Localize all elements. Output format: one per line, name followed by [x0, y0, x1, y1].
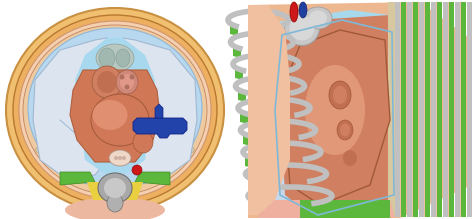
- Polygon shape: [87, 182, 143, 200]
- Ellipse shape: [92, 100, 128, 130]
- Polygon shape: [395, 2, 401, 217]
- Ellipse shape: [98, 173, 132, 203]
- Polygon shape: [413, 2, 419, 217]
- Ellipse shape: [299, 2, 307, 18]
- Ellipse shape: [167, 126, 175, 132]
- Polygon shape: [235, 68, 243, 80]
- Ellipse shape: [304, 7, 332, 29]
- Ellipse shape: [6, 8, 224, 212]
- Ellipse shape: [96, 44, 134, 72]
- Ellipse shape: [23, 25, 207, 195]
- Ellipse shape: [120, 74, 134, 90]
- Polygon shape: [407, 2, 412, 217]
- Polygon shape: [123, 38, 197, 178]
- Ellipse shape: [337, 120, 353, 140]
- Ellipse shape: [114, 156, 118, 160]
- Ellipse shape: [141, 112, 149, 118]
- Ellipse shape: [19, 21, 211, 199]
- Ellipse shape: [36, 147, 44, 153]
- Polygon shape: [243, 134, 251, 146]
- Polygon shape: [155, 104, 163, 118]
- Polygon shape: [135, 172, 170, 185]
- Ellipse shape: [81, 112, 89, 118]
- Polygon shape: [258, 10, 390, 215]
- Ellipse shape: [55, 126, 63, 132]
- Polygon shape: [245, 156, 253, 168]
- Polygon shape: [75, 38, 155, 175]
- Polygon shape: [133, 118, 187, 138]
- Polygon shape: [265, 18, 388, 212]
- Polygon shape: [449, 2, 455, 217]
- Polygon shape: [443, 2, 448, 217]
- Ellipse shape: [116, 70, 138, 94]
- Ellipse shape: [104, 178, 126, 198]
- Polygon shape: [388, 2, 395, 218]
- Ellipse shape: [132, 165, 142, 175]
- Ellipse shape: [329, 81, 351, 109]
- Polygon shape: [285, 30, 390, 205]
- Ellipse shape: [333, 86, 347, 104]
- Ellipse shape: [284, 11, 319, 46]
- Ellipse shape: [129, 74, 135, 79]
- Polygon shape: [425, 2, 430, 217]
- Polygon shape: [300, 200, 390, 218]
- Polygon shape: [60, 172, 95, 185]
- Polygon shape: [280, 15, 392, 215]
- Ellipse shape: [186, 147, 194, 153]
- Ellipse shape: [343, 150, 357, 166]
- Ellipse shape: [133, 131, 153, 153]
- Ellipse shape: [340, 124, 350, 136]
- Polygon shape: [248, 5, 290, 215]
- Polygon shape: [419, 2, 425, 217]
- Ellipse shape: [305, 65, 365, 155]
- Polygon shape: [437, 2, 443, 217]
- Polygon shape: [33, 38, 107, 178]
- Polygon shape: [461, 2, 466, 217]
- Polygon shape: [240, 112, 248, 124]
- Ellipse shape: [109, 150, 131, 166]
- Polygon shape: [258, 200, 395, 218]
- Ellipse shape: [122, 156, 126, 160]
- Polygon shape: [238, 90, 246, 102]
- Polygon shape: [233, 46, 241, 58]
- Ellipse shape: [91, 94, 149, 146]
- Ellipse shape: [99, 48, 115, 68]
- Ellipse shape: [118, 156, 122, 160]
- Ellipse shape: [309, 11, 327, 25]
- Ellipse shape: [13, 15, 217, 205]
- Polygon shape: [455, 2, 461, 217]
- Ellipse shape: [125, 85, 129, 90]
- Polygon shape: [467, 2, 473, 217]
- Polygon shape: [401, 2, 407, 217]
- Ellipse shape: [28, 28, 202, 188]
- Ellipse shape: [111, 107, 119, 113]
- Polygon shape: [412, 2, 413, 217]
- Polygon shape: [448, 2, 449, 217]
- Ellipse shape: [65, 198, 165, 219]
- Polygon shape: [230, 24, 238, 36]
- Polygon shape: [237, 0, 474, 219]
- Ellipse shape: [97, 71, 117, 93]
- Ellipse shape: [116, 49, 130, 67]
- Polygon shape: [248, 178, 256, 190]
- Polygon shape: [70, 70, 160, 162]
- Polygon shape: [248, 2, 472, 218]
- Ellipse shape: [119, 74, 125, 79]
- Polygon shape: [431, 2, 437, 217]
- Ellipse shape: [290, 16, 315, 41]
- Ellipse shape: [290, 2, 298, 22]
- Ellipse shape: [107, 194, 123, 212]
- Ellipse shape: [92, 66, 122, 98]
